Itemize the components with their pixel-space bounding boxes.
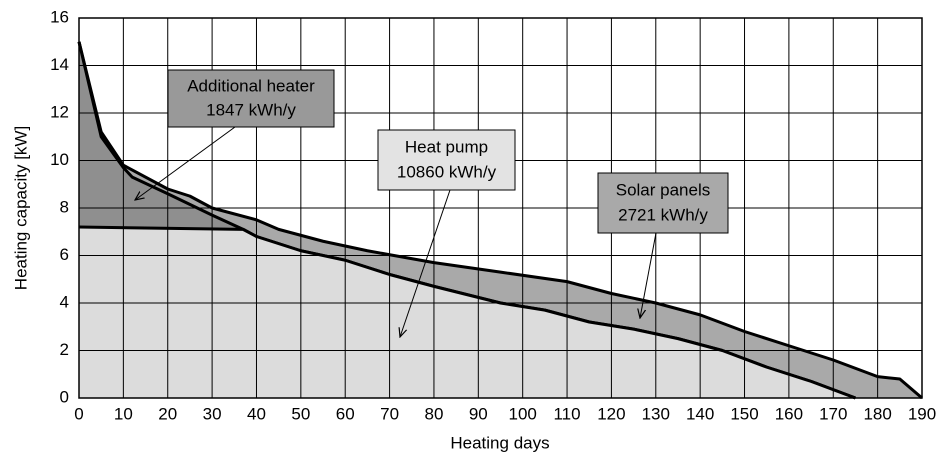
x-tick-label: 130	[642, 404, 670, 423]
y-axis-label: Heating capacity [kW]	[11, 126, 30, 290]
x-tick-label: 20	[158, 404, 177, 423]
y-tick-label: 4	[60, 292, 69, 311]
area-outline	[77, 41, 923, 400]
annotation-arrow	[135, 126, 236, 200]
x-tick-label: 30	[203, 404, 222, 423]
x-tick-label: 110	[553, 404, 580, 423]
plot-frame	[78, 17, 923, 399]
annotation-title: Solar panels	[616, 180, 711, 199]
y-tick-label: 8	[60, 197, 69, 216]
annotation-value: 10860 kWh/y	[397, 163, 497, 182]
x-tick-label: 120	[597, 404, 625, 423]
y-tick-label: 2	[60, 340, 69, 359]
y-tick-label: 6	[60, 245, 69, 264]
x-tick-label: 0	[74, 404, 83, 423]
x-tick-label: 60	[336, 404, 355, 423]
annotation-box	[597, 172, 729, 234]
annotation-box	[377, 129, 516, 191]
x-tick-label: 160	[775, 404, 803, 423]
x-tick-label: 170	[819, 404, 847, 423]
x-tick-label: 10	[114, 404, 133, 423]
x-axis-label: Heating days	[450, 433, 549, 452]
x-tick-label: 80	[424, 404, 443, 423]
y-tick-label: 0	[60, 387, 69, 406]
annotation-value: 1847 kWh/y	[206, 101, 296, 120]
annotation-title: Heat pump	[405, 137, 488, 156]
annotation-arrow	[400, 189, 451, 337]
x-tick-label: 190	[908, 404, 936, 423]
x-tick-label: 100	[508, 404, 536, 423]
x-tick-label: 40	[247, 404, 266, 423]
x-tick-label: 140	[686, 404, 714, 423]
x-tick-label: 50	[291, 404, 310, 423]
x-tick-label: 150	[730, 404, 758, 423]
annotation-value: 2721 kWh/y	[618, 206, 708, 225]
annotation-box	[167, 69, 335, 128]
area	[79, 227, 856, 398]
y-tick-label: 14	[50, 55, 69, 74]
x-tick-label: 70	[380, 404, 399, 423]
annotation-arrow	[640, 232, 657, 318]
x-tick-label: 90	[469, 404, 488, 423]
x-tick-label: 180	[863, 404, 891, 423]
y-tick-label: 10	[50, 150, 69, 169]
y-tick-label: 16	[50, 7, 69, 26]
annotation-title: Additional heater	[187, 77, 315, 96]
y-tick-label: 12	[50, 102, 69, 121]
